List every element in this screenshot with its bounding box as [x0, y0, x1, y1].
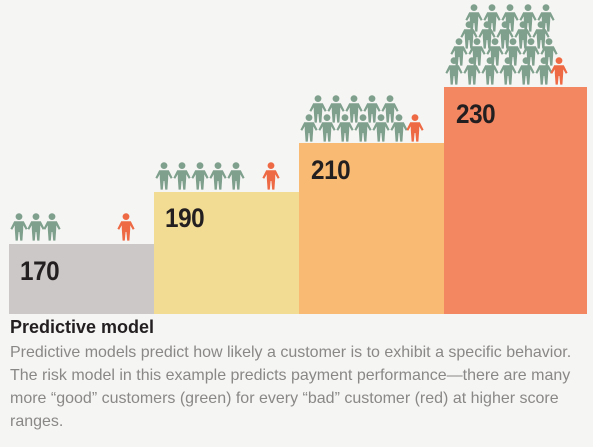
good-customer-icon	[363, 95, 381, 123]
good-customer-icon	[483, 4, 501, 32]
score-step-210	[299, 143, 444, 314]
good-customer-icon	[499, 57, 517, 85]
good-customer-icon	[522, 38, 540, 66]
caption: Predictive model Predictive models predi…	[10, 316, 585, 433]
bad-customer-icon	[406, 114, 424, 142]
good-customer-icon	[345, 95, 363, 123]
good-customer-icon	[450, 38, 468, 66]
good-customer-icon	[372, 114, 390, 142]
good-customer-icon	[309, 95, 327, 123]
good-customer-icon	[318, 114, 336, 142]
good-customer-icon	[465, 4, 483, 32]
good-customer-icon	[354, 114, 372, 142]
good-customer-icon	[381, 95, 399, 123]
good-customer-icon	[532, 21, 550, 49]
good-customer-icon	[496, 21, 514, 49]
good-customer-icon	[517, 57, 535, 85]
good-customer-icon	[191, 162, 209, 190]
bad-customer-icon	[550, 57, 568, 85]
good-customer-icon	[463, 57, 481, 85]
good-customer-icon	[486, 38, 504, 66]
good-customer-icon	[227, 162, 245, 190]
good-customer-icon	[209, 162, 227, 190]
good-customer-icon	[445, 57, 463, 85]
good-customer-icon	[481, 57, 499, 85]
score-label: 190	[165, 203, 205, 233]
good-customer-icon	[327, 95, 345, 123]
good-customer-icon	[390, 114, 408, 142]
good-customer-icon	[537, 4, 555, 32]
score-step-170	[9, 244, 154, 314]
good-customer-icon	[519, 4, 537, 32]
bad-customer-icon	[262, 162, 280, 190]
score-label: 230	[456, 99, 496, 129]
good-customer-icon	[478, 21, 496, 49]
score-label: 210	[311, 155, 351, 185]
good-customer-icon	[27, 213, 45, 241]
good-customer-icon	[10, 213, 28, 241]
good-customer-icon	[501, 4, 519, 32]
good-customer-icon	[300, 114, 318, 142]
good-customer-icon	[336, 114, 354, 142]
good-customer-icon	[535, 57, 553, 85]
score-step-190	[154, 192, 299, 314]
good-customer-icon	[460, 21, 478, 49]
good-customer-icon	[468, 38, 486, 66]
good-customer-icon	[155, 162, 173, 190]
score-label: 170	[20, 256, 60, 286]
score-step-230	[444, 87, 587, 314]
good-customer-icon	[43, 213, 61, 241]
good-customer-icon	[540, 38, 558, 66]
caption-title: Predictive model	[10, 317, 155, 337]
good-customer-icon	[514, 21, 532, 49]
bad-customer-icon	[117, 213, 135, 241]
good-customer-icon	[504, 38, 522, 66]
caption-body: Predictive models predict how likely a c…	[10, 344, 572, 430]
good-customer-icon	[173, 162, 191, 190]
